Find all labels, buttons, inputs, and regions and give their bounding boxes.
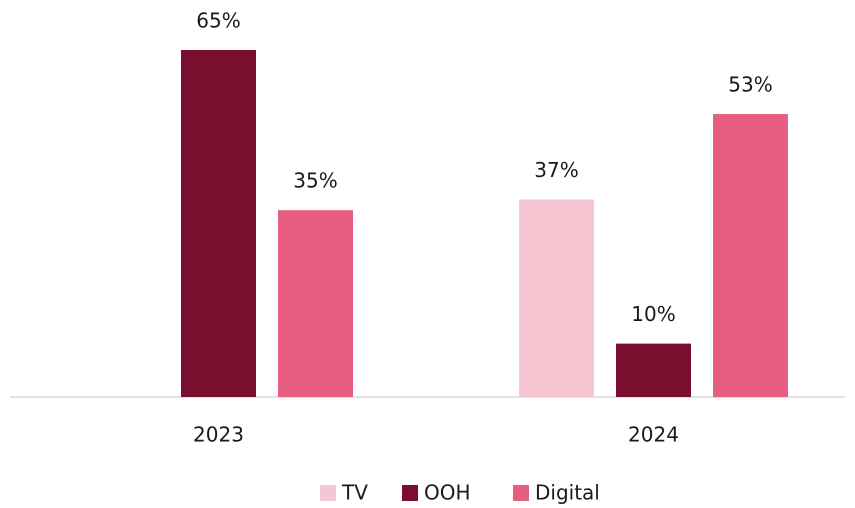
bar (519, 199, 594, 397)
legend-swatch (513, 485, 529, 501)
legend-swatch (402, 485, 418, 501)
bar (616, 343, 691, 397)
legend-swatch (320, 485, 336, 501)
data-label: 37% (534, 158, 578, 182)
legend-label: OOH (424, 481, 471, 505)
x-tick-label: 2023 (193, 423, 244, 447)
data-label: 65% (196, 9, 240, 33)
data-label: 53% (728, 73, 772, 97)
data-label: 35% (293, 169, 337, 193)
bar (278, 210, 353, 397)
legend-label: Digital (535, 481, 600, 505)
data-label: 10% (631, 302, 675, 326)
bar (181, 50, 256, 397)
legend-label: TV (341, 481, 368, 505)
x-tick-label: 2024 (628, 423, 679, 447)
bar (713, 114, 788, 398)
